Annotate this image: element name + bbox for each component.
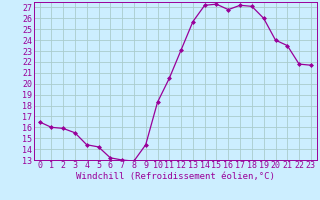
X-axis label: Windchill (Refroidissement éolien,°C): Windchill (Refroidissement éolien,°C) <box>76 172 275 181</box>
